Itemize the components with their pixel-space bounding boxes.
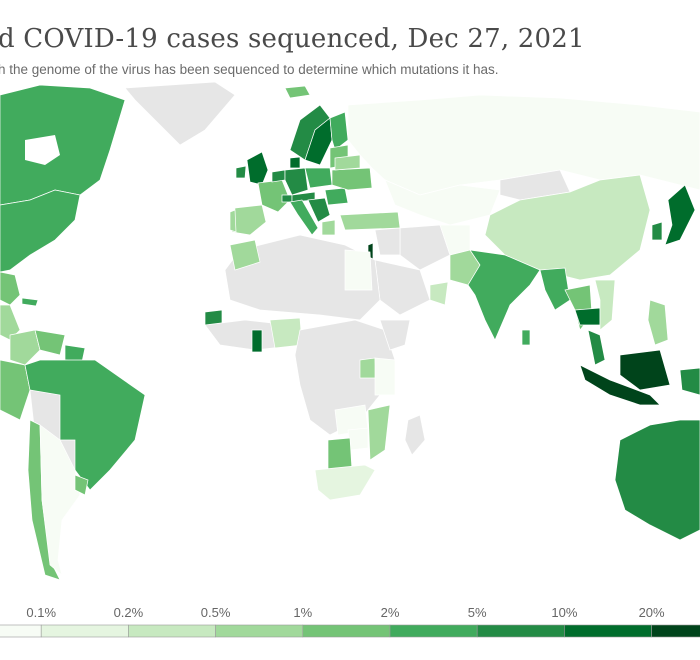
region-germany[interactable] — [284, 167, 309, 196]
legend-tick-label: 2% — [381, 605, 400, 620]
region-south-korea[interactable] — [651, 221, 663, 241]
region-senegal[interactable] — [204, 309, 223, 326]
region-bangladesh-myanmar[interactable] — [539, 267, 571, 311]
region-oman[interactable] — [429, 281, 449, 306]
region-venezuela[interactable] — [34, 329, 66, 356]
region-uk[interactable] — [246, 151, 269, 186]
region-denmark[interactable] — [289, 156, 301, 169]
region-switzerland[interactable] — [281, 194, 293, 203]
chart-subtitle: h the genome of the virus has been seque… — [0, 62, 499, 77]
region-horn-of-africa[interactable] — [379, 319, 411, 351]
legend-bin[interactable] — [476, 624, 565, 638]
region-mexico[interactable] — [0, 271, 21, 306]
region-uruguay[interactable] — [74, 474, 89, 496]
legend-bin[interactable] — [651, 624, 700, 638]
chart-title: d COVID-19 cases sequenced, Dec 27, 2021 — [0, 24, 585, 54]
region-canada[interactable] — [0, 84, 126, 206]
region-caribbean[interactable] — [21, 297, 39, 307]
region-botswana[interactable] — [327, 437, 353, 471]
region-indonesia[interactable] — [579, 364, 661, 406]
legend: 0.1% 0.2% 0.5% 1% 2% 5% 10% 20% — [0, 605, 700, 638]
region-belarus[interactable] — [334, 154, 361, 171]
region-egypt[interactable] — [344, 249, 373, 291]
legend-tick-label: 5% — [468, 605, 487, 620]
legend-bin[interactable] — [0, 624, 42, 638]
region-morocco[interactable] — [229, 239, 261, 271]
region-turkey[interactable] — [339, 211, 401, 231]
region-zimbabwe[interactable] — [347, 427, 369, 451]
region-north-africa[interactable] — [224, 234, 381, 321]
legend-bin[interactable] — [389, 624, 478, 638]
region-greenland[interactable] — [124, 81, 236, 146]
region-australia[interactable] — [614, 419, 700, 541]
region-south-africa[interactable] — [314, 464, 376, 501]
region-spain[interactable] — [231, 204, 267, 236]
region-malaysia[interactable] — [587, 329, 606, 366]
legend-tick-label: 0.2% — [114, 605, 144, 620]
region-usa[interactable] — [0, 189, 81, 273]
region-india[interactable] — [467, 249, 541, 341]
legend-tick-label: 1% — [293, 605, 312, 620]
region-russia[interactable] — [347, 94, 700, 196]
region-ireland[interactable] — [235, 165, 247, 179]
region-ukraine[interactable] — [331, 167, 373, 191]
region-vietnam[interactable] — [594, 279, 616, 331]
region-portugal[interactable] — [229, 209, 237, 233]
region-borneo[interactable] — [619, 349, 671, 391]
legend-tick-label: 0.1% — [26, 605, 56, 620]
region-philippines[interactable] — [647, 299, 669, 346]
region-italy[interactable] — [289, 199, 319, 236]
region-madagascar[interactable] — [404, 414, 426, 456]
legend-tick-label: 20% — [639, 605, 665, 620]
region-peru[interactable] — [0, 359, 31, 421]
world-map — [0, 81, 700, 581]
legend-bin[interactable] — [128, 624, 216, 638]
region-mozambique[interactable] — [367, 404, 391, 461]
region-uganda[interactable] — [359, 357, 377, 379]
region-colombia[interactable] — [9, 329, 41, 366]
legend-bin[interactable] — [215, 624, 304, 638]
region-iraq-syria[interactable] — [374, 227, 401, 256]
region-new-guinea[interactable] — [679, 367, 700, 396]
region-argentina[interactable] — [39, 424, 81, 576]
region-balkans[interactable] — [307, 197, 331, 223]
region-romania[interactable] — [324, 187, 349, 206]
region-guyana[interactable] — [64, 344, 86, 363]
region-kenya-tanzania[interactable] — [374, 357, 396, 396]
region-greece[interactable] — [321, 219, 336, 236]
region-japan[interactable] — [664, 184, 696, 246]
legend-tick-label: 0.5% — [201, 605, 231, 620]
region-iceland[interactable] — [284, 85, 311, 99]
region-poland[interactable] — [304, 167, 333, 189]
region-ghana[interactable] — [251, 329, 263, 353]
region-finland[interactable] — [329, 111, 349, 151]
legend-bin[interactable] — [564, 624, 652, 638]
region-benelux[interactable] — [271, 169, 286, 183]
legend-tick-label: 10% — [551, 605, 577, 620]
legend-bin[interactable] — [302, 624, 391, 638]
legend-bin[interactable] — [40, 624, 129, 638]
region-sri-lanka[interactable] — [521, 329, 531, 346]
